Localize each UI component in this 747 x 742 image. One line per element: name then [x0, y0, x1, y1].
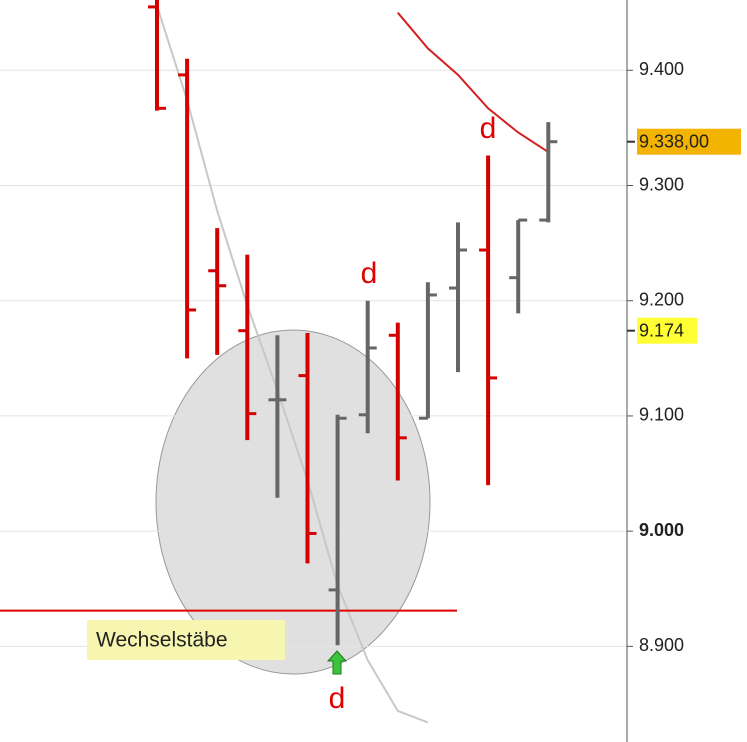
y-tick-label: 8.900: [639, 635, 684, 655]
note-label: Wechselstäbe: [96, 629, 228, 652]
signal-label: d: [361, 257, 378, 290]
signal-label: d: [480, 112, 497, 145]
price-label: 9.174: [639, 320, 684, 340]
up-arrow: [326, 650, 348, 675]
moving-average: [397, 12, 549, 153]
y-tick-label: 9.000: [639, 520, 684, 540]
price-label-box: [637, 128, 741, 155]
y-tick-label: 9.400: [639, 59, 684, 79]
y-tick-label: 9.100: [639, 405, 684, 425]
moving-average: [156, 5, 429, 724]
signal-label: d: [329, 682, 346, 715]
y-tick-label: 9.300: [639, 174, 684, 194]
y-tick-label: 9.200: [639, 289, 684, 309]
price-label: 9.338,00: [639, 131, 709, 151]
note-box: [87, 620, 285, 660]
price-label-box: [637, 317, 697, 344]
